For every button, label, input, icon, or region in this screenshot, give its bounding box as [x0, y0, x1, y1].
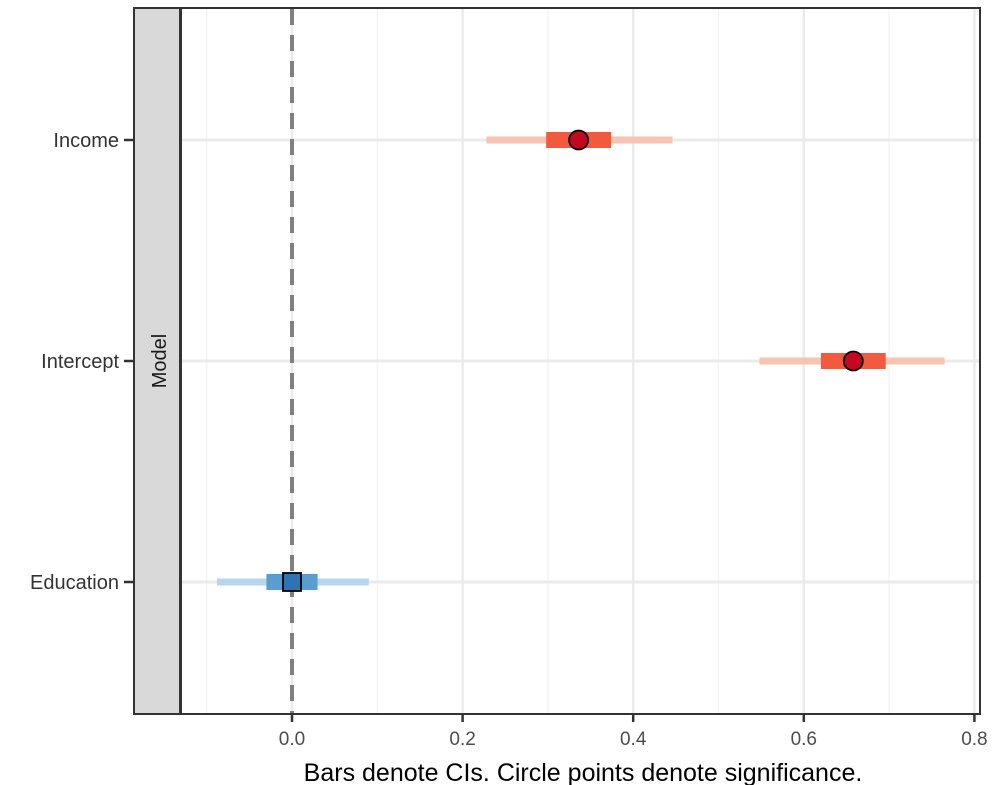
coef-education	[216, 572, 369, 592]
facet-strip: Model	[134, 8, 180, 714]
x-tick-label: 0.6	[791, 729, 817, 750]
x-tick-label: 0.8	[961, 729, 987, 750]
point-estimate-square	[282, 572, 302, 592]
y-tick-label: Education	[30, 572, 119, 594]
y-tick-label: Income	[53, 130, 119, 152]
point-estimate-circle	[842, 350, 864, 372]
x-tick-label: 0.4	[620, 729, 647, 750]
coef-intercept	[759, 350, 945, 372]
x-axis: 0.0 0.2 0.4 0.6 0.8	[279, 714, 988, 750]
coef-income	[486, 129, 673, 151]
x-tick-label: 0.0	[279, 729, 305, 750]
x-tick-label: 0.2	[449, 729, 475, 750]
y-tick-label: Intercept	[41, 351, 119, 373]
x-axis-title: Bars denote CIs. Circle points denote si…	[304, 759, 863, 785]
facet-strip-label: Model	[149, 334, 171, 388]
point-estimate-circle	[568, 129, 590, 151]
y-axis: Income Intercept Education	[30, 130, 134, 594]
facet-strip-background	[134, 8, 180, 714]
coefficient-marks	[216, 129, 945, 592]
